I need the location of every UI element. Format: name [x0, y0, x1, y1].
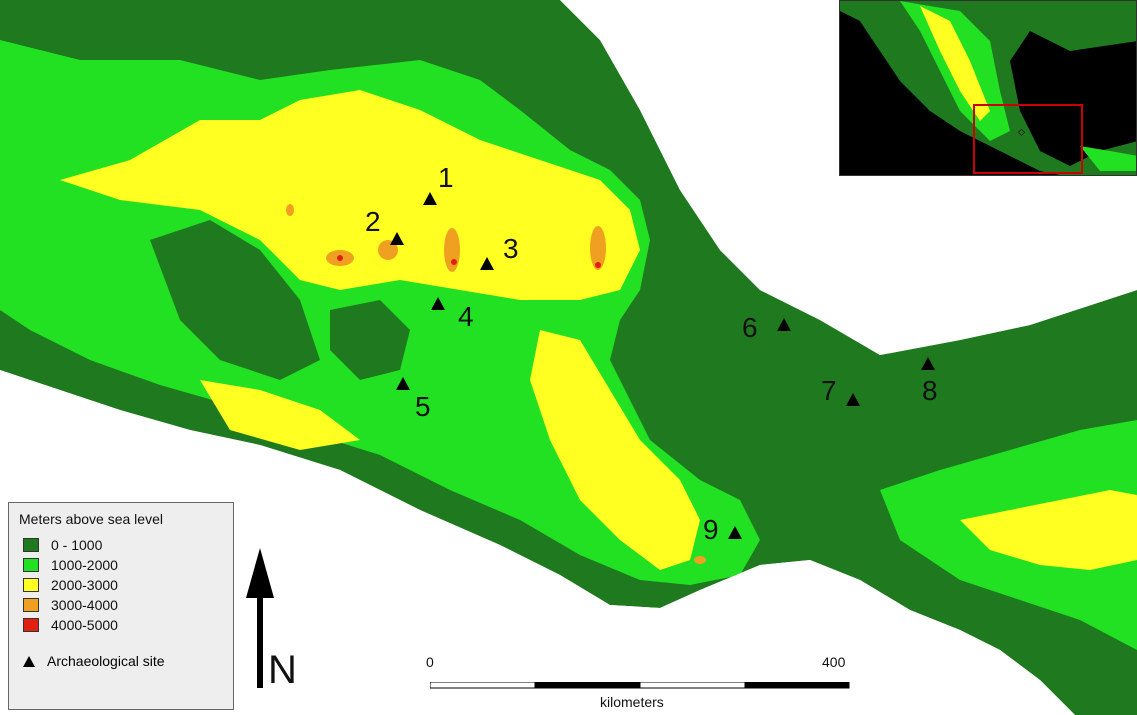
scale-segment — [639, 682, 746, 689]
legend-row: 4000-5000 — [19, 615, 223, 635]
peak — [444, 228, 460, 272]
peak — [590, 226, 606, 270]
legend-row: 1000-2000 — [19, 555, 223, 575]
peak — [694, 556, 706, 564]
highland-region-south — [530, 330, 700, 570]
lowland-pocket — [150, 220, 320, 380]
legend-site-row: Archaeological site — [19, 653, 223, 669]
site-triangle-icon — [846, 393, 860, 406]
peak — [286, 204, 294, 216]
site-triangle-icon — [431, 297, 445, 310]
scale-segment — [430, 682, 536, 689]
site-label: 4 — [458, 301, 474, 332]
legend-site-label: Archaeological site — [47, 653, 165, 669]
north-arrow-icon — [246, 548, 274, 688]
legend-swatch-0-1000 — [23, 538, 39, 552]
site-label: 5 — [415, 391, 431, 422]
summit — [337, 255, 343, 261]
legend-row: 0 - 1000 — [19, 535, 223, 555]
legend-swatch-1000-2000 — [23, 558, 39, 572]
scale-segment — [534, 682, 641, 689]
legend-label: 3000-4000 — [51, 597, 118, 613]
inset-map-graphic: ⬦ — [840, 1, 1136, 175]
legend-swatch-3000-4000 — [23, 598, 39, 612]
site-triangle-icon — [390, 232, 404, 245]
site-triangle-icon — [23, 655, 35, 667]
legend-row: 2000-3000 — [19, 575, 223, 595]
inset-site-cluster-icon: ⬦ — [1018, 127, 1025, 138]
legend: Meters above sea level 0 - 1000 1000-200… — [8, 502, 234, 710]
site-triangle-icon — [423, 192, 437, 205]
legend-label: 0 - 1000 — [51, 537, 103, 553]
site-triangle-icon — [728, 526, 742, 539]
site-label: 9 — [703, 514, 719, 545]
scale-bar-graphic — [430, 682, 850, 689]
site-label: 8 — [922, 375, 938, 406]
legend-swatch-4000-5000 — [23, 618, 39, 632]
site-label: 7 — [821, 375, 837, 406]
site-triangle-icon — [777, 318, 791, 331]
gulf-of-mexico — [560, 0, 1137, 355]
north-arrow-shaft — [257, 596, 263, 688]
legend-swatch-2000-3000 — [23, 578, 39, 592]
inset-mountains-east — [1080, 146, 1136, 171]
lowland-pocket — [330, 300, 410, 380]
legend-row: 3000-4000 — [19, 595, 223, 615]
site-label: 3 — [503, 233, 519, 264]
summit — [595, 262, 601, 268]
legend-label: 1000-2000 — [51, 557, 118, 573]
highland-region-west — [200, 380, 360, 450]
site-label: 2 — [365, 206, 381, 237]
peak — [378, 240, 398, 260]
legend-label: 2000-3000 — [51, 577, 118, 593]
site-triangle-icon — [480, 257, 494, 270]
site-label: 6 — [742, 312, 758, 343]
site-triangle-icon — [396, 377, 410, 390]
inset-map: ⬦ — [839, 0, 1137, 176]
inset-baja — [850, 1, 920, 91]
highland-region — [60, 90, 640, 300]
summit-group — [337, 255, 601, 268]
inset-highland-core — [920, 6, 990, 121]
site-triangle-icon — [921, 357, 935, 370]
site-label: 1 — [438, 162, 454, 193]
north-arrow-head — [246, 548, 274, 598]
north-arrow: N — [238, 548, 308, 698]
scale-segment — [744, 682, 850, 689]
legend-label: 4000-5000 — [51, 617, 118, 633]
summit — [451, 259, 457, 265]
inset-focus-frame — [973, 104, 1083, 174]
scale-start-label: 0 — [426, 654, 434, 670]
pacific-ocean — [0, 370, 1075, 715]
scale-end-label: 400 — [822, 654, 846, 670]
scale-bar: 0 400 kilometers — [420, 652, 860, 712]
legend-title: Meters above sea level — [19, 511, 163, 527]
highland-region-east — [960, 490, 1137, 570]
scale-unit-label: kilometers — [600, 694, 664, 710]
north-label: N — [268, 648, 297, 692]
